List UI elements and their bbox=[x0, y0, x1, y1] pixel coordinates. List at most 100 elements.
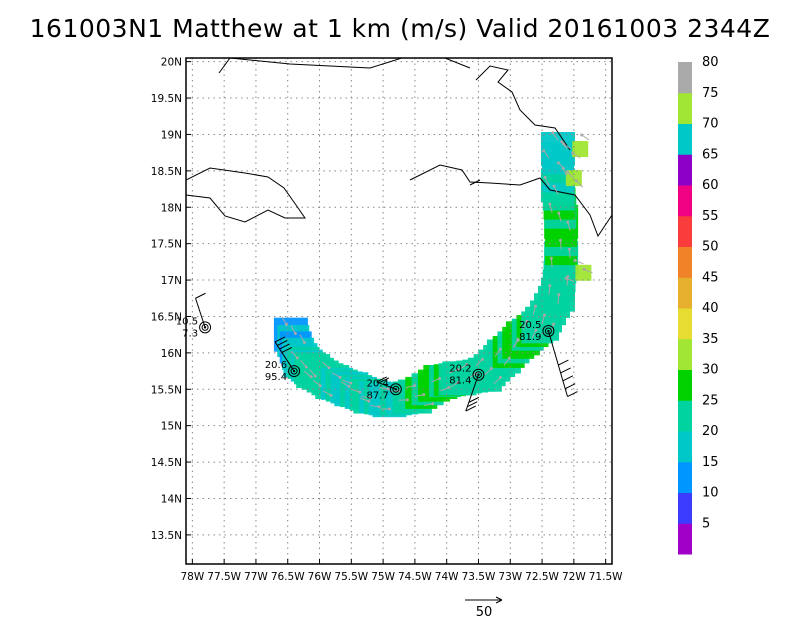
wind-arrowhead bbox=[438, 377, 442, 381]
wind-arrowhead bbox=[329, 393, 333, 397]
storm-lat-label: 10.5 bbox=[176, 316, 198, 327]
wind-arrowhead bbox=[556, 161, 560, 165]
wind-arrowhead bbox=[552, 322, 556, 326]
wind-arrowhead bbox=[422, 393, 426, 397]
wind-arrow bbox=[558, 162, 566, 170]
colorbar: 5 10 15 20 25 30 35 40 45 50 55 60 65 70 75 80 bbox=[678, 55, 719, 555]
wind-arrowhead bbox=[548, 202, 552, 206]
wind-arrowhead bbox=[565, 170, 569, 174]
storm-center-dot bbox=[394, 388, 398, 391]
wind-arrowhead bbox=[347, 384, 351, 388]
wind-arrowhead bbox=[309, 375, 313, 379]
wind-arrowhead bbox=[573, 258, 577, 262]
storm-center-ring bbox=[290, 367, 298, 375]
wind-arrowhead bbox=[413, 384, 417, 388]
wind-cell bbox=[572, 141, 589, 158]
chart-title: 161003N1 Matthew at 1 km (m/s) Valid 201… bbox=[29, 14, 771, 43]
y-tick-label: 19N bbox=[161, 129, 182, 141]
x-tick-label: 73W bbox=[498, 571, 522, 583]
wind-arrow bbox=[450, 382, 459, 388]
wind-arrowhead bbox=[465, 362, 469, 366]
colorbar-label: 55 bbox=[702, 209, 719, 224]
colorbar-swatch bbox=[678, 246, 692, 278]
colorbar-label: 15 bbox=[702, 455, 719, 470]
wind-arrow bbox=[576, 180, 584, 188]
storm-value-label: 95.4 bbox=[265, 372, 287, 383]
wind-arrowhead bbox=[552, 184, 556, 188]
wind-arrowhead bbox=[456, 368, 460, 372]
colorbar-swatch bbox=[678, 523, 692, 555]
wind-arrowhead bbox=[405, 398, 409, 402]
wind-arrowhead bbox=[558, 238, 562, 242]
wind-arrow bbox=[581, 134, 590, 141]
wind-arrowhead bbox=[543, 175, 547, 179]
barb-flag bbox=[562, 375, 574, 382]
colorbar-label: 40 bbox=[702, 301, 719, 316]
wind-arrowhead bbox=[293, 331, 297, 335]
wind-arrowhead bbox=[560, 140, 564, 144]
wind-arrow bbox=[475, 359, 483, 367]
x-tick-label: 74W bbox=[435, 571, 459, 583]
storm-value-label: 87.7 bbox=[367, 390, 389, 401]
x-tick-label: 74.5W bbox=[398, 571, 432, 583]
colorbar-label: 20 bbox=[702, 424, 719, 439]
storm-center-icon bbox=[288, 365, 301, 378]
wind-arrowhead bbox=[557, 211, 561, 215]
wind-shading bbox=[273, 132, 592, 418]
x-axis-ticks: 78W 77.5W 77W 76.5W 76W 75.5W 75W 74.5W 74W 73.5W… bbox=[180, 559, 623, 583]
wind-arrowhead bbox=[574, 179, 578, 183]
barb-flag bbox=[378, 377, 390, 384]
x-tick-label: 77.5W bbox=[207, 571, 241, 583]
y-tick-label: 15N bbox=[161, 421, 182, 433]
wind-arrow bbox=[321, 361, 330, 369]
barb-flag bbox=[467, 401, 478, 408]
wind-arrowhead bbox=[447, 386, 451, 390]
barb-flag bbox=[465, 405, 476, 412]
wind-arrow bbox=[574, 259, 584, 265]
wind-arrowhead bbox=[548, 284, 552, 288]
colorbar-label: 65 bbox=[702, 147, 719, 162]
storm-center-dot bbox=[292, 369, 296, 373]
wind-arrow bbox=[281, 316, 287, 325]
storm-center-dot bbox=[477, 373, 480, 376]
colorbar-swatch bbox=[678, 277, 692, 309]
storm-center-icon bbox=[199, 321, 212, 334]
y-tick-label: 15.5N bbox=[151, 384, 182, 396]
grid-lines bbox=[186, 58, 612, 564]
storm-tracks bbox=[195, 292, 578, 412]
storm-lat-label: 20.4 bbox=[367, 378, 389, 389]
storm-lat-label: 20.2 bbox=[449, 364, 471, 375]
wind-arrowhead bbox=[557, 293, 561, 297]
colorbar-swatch bbox=[678, 492, 692, 524]
wind-arrow bbox=[312, 379, 321, 387]
storm-value-label: 81.4 bbox=[449, 376, 471, 387]
wind-arrow bbox=[431, 378, 440, 383]
barb-flag bbox=[274, 336, 286, 343]
colorbar-swatch bbox=[678, 338, 692, 370]
wind-arrow bbox=[572, 152, 581, 159]
y-tick-label: 16N bbox=[161, 348, 182, 360]
wind-arrowhead bbox=[368, 396, 372, 400]
colorbar-swatch bbox=[678, 123, 692, 155]
wind-arrowhead bbox=[489, 367, 493, 371]
y-axis-ticks: 13.5N 14N 14.5N 15N 15.5N 16N 16.5N 17N 17.5N 18N… bbox=[151, 57, 191, 542]
y-tick-label: 13.5N bbox=[151, 530, 182, 542]
x-tick-label: 76W bbox=[308, 571, 332, 583]
colorbar-swatch bbox=[678, 92, 692, 124]
colorbar-swatch bbox=[678, 369, 692, 401]
wind-arrowhead bbox=[313, 374, 317, 378]
wind-arrow bbox=[459, 364, 468, 370]
wind-arrowhead bbox=[562, 142, 566, 146]
storm-center-dot bbox=[203, 326, 207, 329]
plot-frame bbox=[185, 57, 613, 565]
y-tick-label: 17N bbox=[161, 275, 182, 287]
wind-arrowhead bbox=[456, 380, 460, 384]
barb-flag bbox=[281, 346, 293, 353]
wind-arrow bbox=[361, 396, 371, 399]
wind-arrow bbox=[449, 369, 458, 374]
y-tick-label: 18N bbox=[161, 202, 182, 214]
colorbar-swatch bbox=[678, 154, 692, 186]
y-tick-label: 20N bbox=[161, 57, 182, 69]
y-tick-label: 17.5N bbox=[151, 239, 182, 251]
barb-flag bbox=[468, 396, 480, 403]
